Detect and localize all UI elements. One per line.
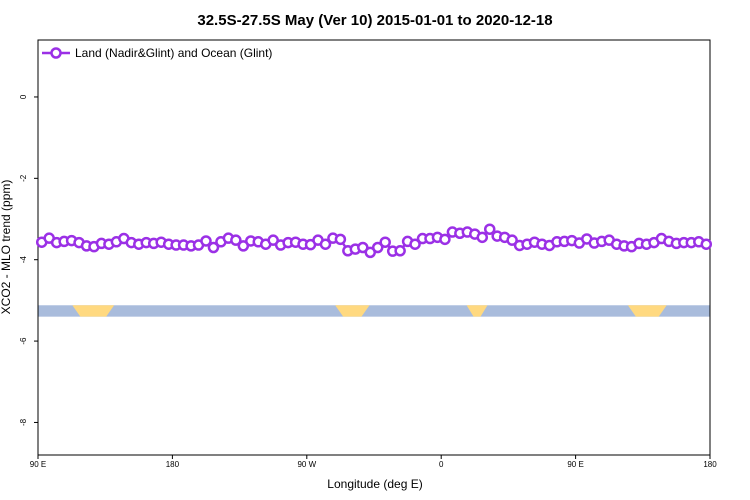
legend-point-marker [50, 47, 62, 59]
land-band-2 [466, 305, 488, 317]
data-point [394, 245, 406, 257]
ocean-band [38, 305, 710, 317]
x-tick-label-4: 90 E [567, 460, 583, 469]
data-point [506, 234, 518, 246]
data-point [200, 235, 212, 247]
y-tick-label-0: 0 [19, 94, 28, 99]
y-tick-label-1: -2 [19, 174, 28, 182]
data-point [334, 233, 347, 246]
y-axis: 0 -2 -4 -6 -8 [19, 94, 38, 426]
data-point [230, 234, 242, 246]
x-tick-label-5: 180 [703, 460, 717, 469]
data-point [319, 238, 332, 250]
data-point [379, 236, 391, 248]
land-band-0 [72, 305, 115, 317]
y-tick-label-3: -6 [19, 337, 28, 345]
land-band-1 [335, 305, 370, 317]
data-point [207, 241, 220, 254]
x-tick-label-3: 0 [439, 460, 444, 469]
y-axis-label: XCO2 - MLO trend (ppm) [0, 180, 13, 315]
surface-bands [38, 305, 710, 317]
data-point [700, 238, 713, 250]
series-layer [35, 223, 713, 259]
land-band-3 [627, 305, 667, 317]
x-axis-label: Longitude (deg E) [327, 477, 422, 491]
x-tick-label-0: 90 E [30, 460, 46, 469]
data-point [439, 233, 451, 246]
data-point [483, 223, 496, 235]
legend: Land (Nadir&Glint) and Ocean (Glint) [42, 46, 272, 60]
x-axis: 90 E 180 90 W 0 90 E 180 [30, 455, 717, 469]
y-tick-label-4: -8 [19, 418, 28, 426]
x-tick-label-1: 180 [166, 460, 180, 469]
legend-entry-label: Land (Nadir&Glint) and Ocean (Glint) [75, 46, 272, 60]
x-tick-label-2: 90 W [297, 460, 316, 469]
data-point [476, 231, 489, 244]
y-tick-label-2: -4 [19, 256, 28, 264]
data-point [371, 241, 384, 254]
data-point [409, 238, 421, 250]
chart-title: 32.5S-27.5S May (Ver 10) 2015-01-01 to 2… [197, 12, 552, 29]
